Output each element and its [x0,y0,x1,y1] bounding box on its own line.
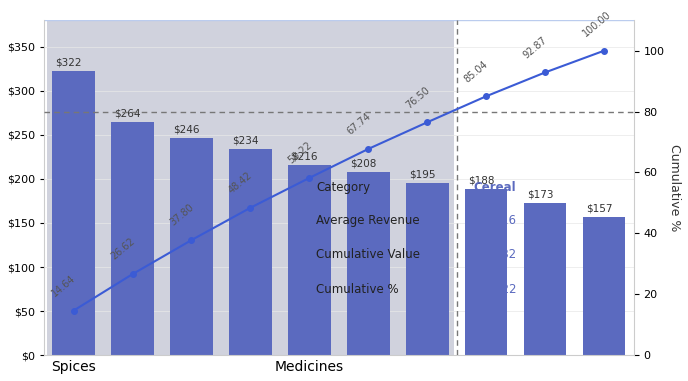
Bar [52,71,95,355]
Text: 67.74: 67.74 [345,111,372,137]
Text: Cumulative %: Cumulative % [316,283,399,296]
Text: 37.80: 37.80 [168,202,195,228]
Text: $157: $157 [586,203,612,213]
Text: $208: $208 [350,158,376,168]
Text: $246: $246 [173,125,200,135]
Text: Category: Category [316,181,370,194]
Text: 48.42: 48.42 [227,170,255,195]
Bar [288,165,331,355]
Text: $216: $216 [486,215,516,227]
Bar [111,122,153,355]
Bar [524,203,566,355]
Text: Cereal: Cereal [473,181,516,194]
Text: 85.04: 85.04 [463,59,491,84]
Bar [583,217,625,355]
Bar [347,172,389,355]
Text: $1,282: $1,282 [475,248,516,261]
Text: 58.22: 58.22 [286,140,314,166]
Text: 92.87: 92.87 [522,35,549,60]
Text: $173: $173 [527,189,553,199]
Text: 58.22: 58.22 [483,283,516,296]
Text: $264: $264 [114,109,141,119]
Text: $234: $234 [232,135,259,146]
Text: $322: $322 [55,58,82,68]
Text: Cumulative Value: Cumulative Value [316,248,420,261]
Bar [406,183,449,355]
Text: $216: $216 [291,151,318,161]
Text: 26.62: 26.62 [109,237,137,262]
Bar [170,138,213,355]
Text: $188: $188 [468,176,495,186]
Bar [465,189,508,355]
Y-axis label: Cumulative %: Cumulative % [668,144,681,231]
Text: 14.64: 14.64 [50,273,78,298]
Text: 76.50: 76.50 [404,85,431,110]
Bar [47,20,454,355]
Text: 100.00: 100.00 [581,9,613,38]
Text: $195: $195 [409,170,436,180]
Text: Average Revenue: Average Revenue [316,215,420,227]
Bar [229,149,272,355]
